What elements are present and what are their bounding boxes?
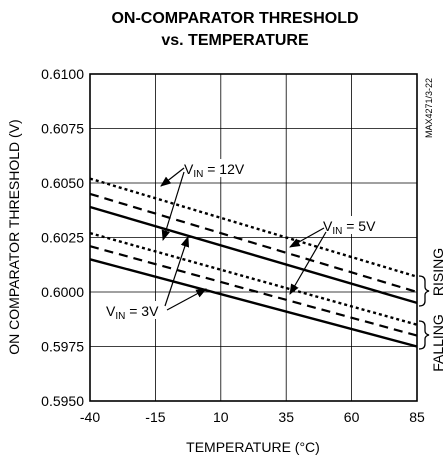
x-tick-label: 85 [409,409,425,425]
y-tick-label: 0.5975 [41,339,84,355]
series-line-0 [89,177,418,278]
y-tick-label: 0.6075 [41,121,84,137]
annotation-vin12-text: VIN = 12V [184,161,245,180]
grid-lines [89,73,418,402]
annotation-vin3: VIN = 3V [104,301,170,322]
x-axis-label: TEMPERATURE (°C) [186,439,320,455]
series-line-3 [89,231,418,326]
x-tick-label: -40 [80,409,100,425]
rising-brace [418,275,430,307]
x-tick-label: 10 [213,409,229,425]
y-tick-labels: 0.5950 0.5975 0.6000 0.6025 0.6050 0.6075 0.61… [41,66,84,409]
arrow-vin5-lower [289,231,327,295]
series-group [89,177,418,348]
y-tick-label: 0.5950 [41,393,84,409]
arrow-vin12-lower [161,171,185,242]
y-axis-label: ON COMPARATOR THRESHOLD (V) [6,119,22,354]
y-tick-label: 0.6000 [41,284,84,300]
annotation-vin12: VIN = 12V [180,159,266,180]
plot-frame [89,73,418,402]
y-tick-label: 0.6050 [41,175,84,191]
chart-title-line2: vs. TEMPERATURE [161,32,309,49]
arrow-vin5-upper [289,227,325,248]
arrow-vin3-upper [164,235,190,307]
series-line-4 [89,245,418,337]
series-line-5 [89,258,418,348]
falling-label: FALLING [430,314,444,372]
falling-brace [418,320,430,350]
x-tick-label: 60 [344,409,360,425]
chart-title-line1: ON-COMPARATOR THRESHOLD [111,10,358,27]
x-tick-labels: -40 -15 10 35 60 85 [80,409,425,425]
arrow-vin3-lower [166,288,207,311]
arrow-vin12-upper [160,167,185,187]
part-code: MAX4271/3-22 [424,78,434,138]
rising-label: RISING [430,248,444,296]
annotation-vin3-text: VIN = 3V [106,303,159,322]
annotation-vin5-text: VIN = 5V [323,218,376,237]
annotation-arrows [160,167,327,311]
x-tick-label: -15 [145,409,165,425]
series-line-1 [89,192,418,294]
y-tick-label: 0.6100 [41,66,84,82]
x-tick-label: 35 [278,409,294,425]
series-line-2 [89,205,418,305]
annotation-vin5: VIN = 5V [320,216,392,237]
y-tick-label: 0.6025 [41,230,84,246]
